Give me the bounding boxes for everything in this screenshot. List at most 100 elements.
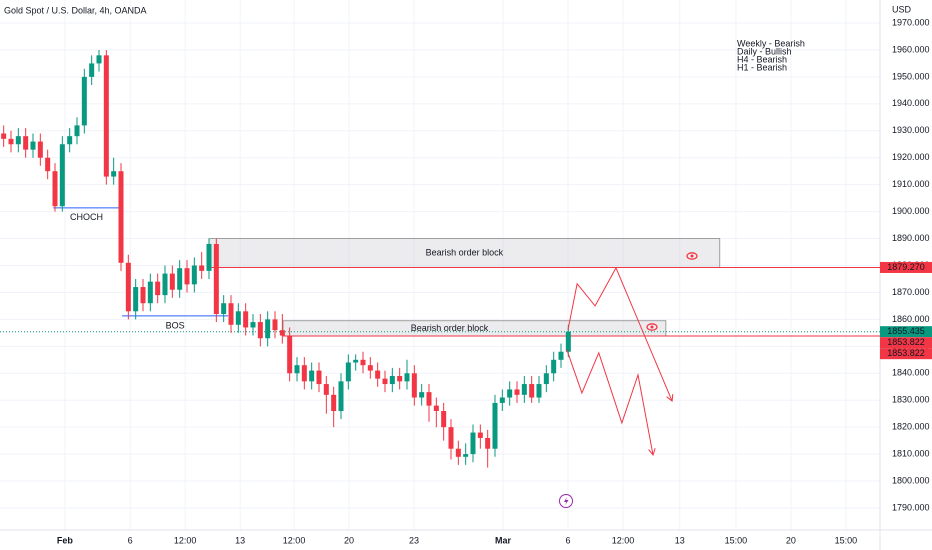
candle-body: [243, 311, 249, 328]
candle-body: [177, 268, 183, 290]
price-label-box: [880, 326, 932, 338]
note: H4 - Bearish: [737, 54, 787, 64]
candle-body: [118, 171, 124, 263]
projection-path: [567, 266, 673, 402]
x-tick-label: 13: [675, 535, 685, 545]
x-tick-label: 6: [128, 535, 133, 545]
candle-body: [345, 362, 351, 382]
candle-body: [52, 171, 58, 207]
price-label-box: [880, 337, 932, 349]
candle-body: [279, 330, 285, 336]
candle-body: [81, 76, 87, 126]
candle-body: [419, 392, 425, 398]
candle-body: [272, 319, 278, 331]
notes: Weekly - Bearish Daily - Bullish H4 - Be…: [737, 38, 805, 72]
candle-body: [404, 373, 410, 382]
candle-body: [367, 365, 373, 371]
candle-body: [375, 370, 381, 379]
x-tick-label: 6: [565, 535, 570, 545]
price-label: 1879.270: [887, 262, 925, 272]
eye-icon[interactable]: [646, 323, 658, 331]
x-tick-label: 23: [409, 535, 419, 545]
candle-body: [565, 331, 571, 352]
y-tick-label: 1950.000: [892, 71, 930, 81]
candle-body: [1, 133, 7, 139]
candle-body: [382, 378, 388, 385]
candle-body: [67, 136, 73, 145]
candle-body: [529, 384, 535, 398]
event-bolt: [564, 497, 569, 506]
candle-body: [265, 319, 271, 339]
projection-path: [566, 349, 654, 456]
y-tick-label: 1790.000: [892, 502, 930, 512]
y-tick-label: 1920.000: [892, 152, 930, 162]
event-icon[interactable]: [559, 494, 573, 508]
candle-body: [309, 370, 315, 382]
y-tick-label: 1910.000: [892, 179, 930, 189]
candle-body: [30, 141, 36, 150]
candle-body: [125, 262, 131, 312]
eye-icon[interactable]: [686, 252, 698, 260]
price-label: 1853.822: [887, 337, 925, 347]
candle-body: [360, 359, 366, 366]
x-tick-label: 20: [786, 535, 796, 545]
y-tick-label: 1960.000: [892, 44, 930, 54]
plot: Bearish order block Bearish order block CH…: [0, 49, 880, 468]
candle-body: [426, 392, 432, 406]
x-tick-label: 12:00: [174, 535, 197, 545]
structure-label: BOS: [166, 320, 185, 330]
eye-outline: [686, 252, 698, 260]
candle-body: [184, 268, 190, 285]
x-tick-label: Mar: [495, 535, 512, 545]
candle-body: [103, 55, 109, 177]
order-block-label: Bearish order block: [411, 323, 489, 333]
y-tick-label: 1970.000: [892, 17, 930, 27]
candle-body: [521, 384, 527, 395]
candle-body: [455, 448, 461, 457]
candle-body: [111, 171, 117, 177]
y-tick-label: 1800.000: [892, 475, 930, 485]
candle-body: [37, 141, 43, 158]
candle-body: [353, 359, 359, 363]
candle-body: [411, 373, 417, 398]
y-tick-label: 1820.000: [892, 422, 930, 432]
candle-body: [441, 411, 447, 428]
eye-pupil: [690, 254, 694, 258]
candle-body: [15, 136, 21, 145]
candle-body: [536, 384, 542, 398]
candle-body: [140, 287, 146, 304]
candle-body: [162, 273, 168, 296]
candle-body: [316, 370, 322, 385]
y-tick-label: 1900.000: [892, 206, 930, 216]
candle-body: [199, 265, 205, 271]
y-tick-label: 1870.000: [892, 287, 930, 297]
y-tick-label: 1930.000: [892, 125, 930, 135]
candle-body: [8, 138, 14, 145]
candle-body: [235, 311, 241, 325]
candle-body: [301, 365, 307, 382]
candle-body: [257, 322, 263, 339]
price-label-box: [880, 261, 932, 273]
candle-body: [558, 351, 564, 360]
x-tick-label: 12:00: [283, 535, 306, 545]
eye-pupil: [650, 325, 654, 329]
candle-body: [59, 144, 65, 207]
order-block: [208, 238, 721, 268]
candle-body: [23, 136, 29, 150]
projection-arrowhead: [648, 448, 656, 456]
candle-body: [96, 55, 102, 64]
y-tick-label: 1830.000: [892, 395, 930, 405]
candle-body: [492, 402, 498, 449]
grid: [0, 0, 880, 530]
candle-body: [543, 373, 549, 385]
candle-body: [463, 454, 469, 457]
x-tick-label: Feb: [57, 535, 74, 545]
x-tick-label: 12:00: [612, 535, 635, 545]
candle-body: [287, 335, 293, 374]
candle-body: [448, 427, 454, 449]
candle-body: [191, 265, 197, 285]
candle-body: [331, 394, 337, 411]
